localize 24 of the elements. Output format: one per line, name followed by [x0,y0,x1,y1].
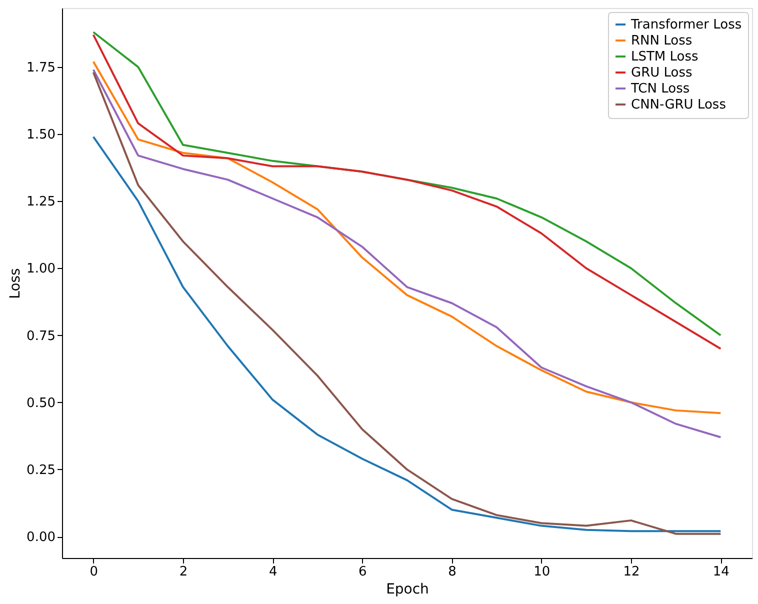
legend-label: Transformer Loss [630,18,742,32]
y-tick-label: 1.25 [26,194,56,210]
x-tick-label: 0 [90,564,98,580]
legend-label: LSTM Loss [631,50,699,64]
x-axis-title: Epoch [386,582,429,598]
x-tick-label: 8 [448,564,456,580]
y-tick-label: 0.75 [26,328,56,344]
y-tick-label: 0.00 [26,530,56,546]
x-tick-label: 6 [358,564,367,580]
x-tick-label: 12 [623,564,640,580]
x-tick-label: 14 [712,564,730,580]
legend-label: RNN Loss [631,34,692,48]
x-tick-label: 2 [179,564,188,580]
x-tick-label: 10 [534,564,550,580]
legend-label: GRU Loss [631,66,692,80]
y-tick-label: 0.25 [26,462,56,478]
y-tick-label: 1.75 [26,60,56,76]
y-tick-label: 1.00 [26,262,56,277]
y-tick-label: 0.50 [26,396,56,411]
legend-label: TCN Loss [630,82,690,96]
y-tick-label: 1.50 [26,128,56,143]
x-tick-label: 4 [268,564,278,580]
y-axis-title: Loss [8,268,24,299]
legend-label: CNN-GRU Loss [631,98,726,112]
